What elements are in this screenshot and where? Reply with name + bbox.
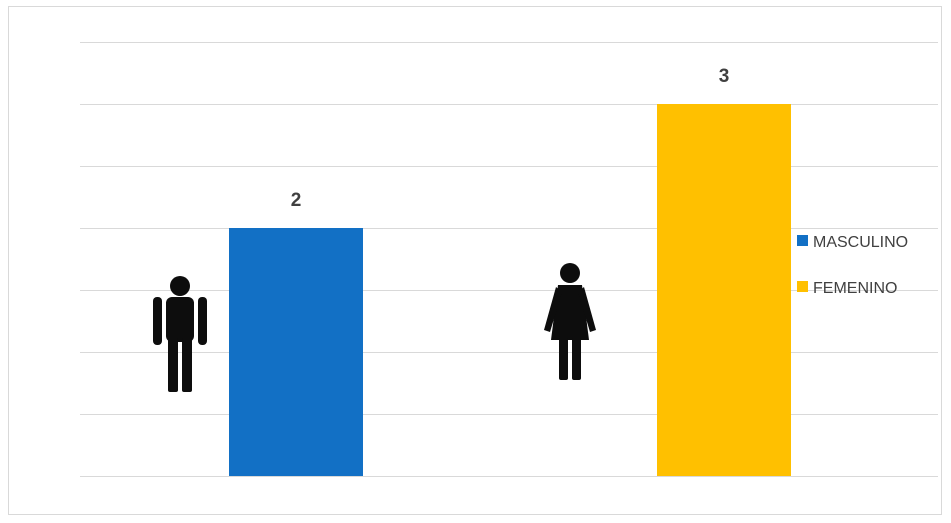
bar-masculino	[229, 228, 363, 476]
bars	[229, 104, 791, 476]
man-icon	[153, 276, 207, 392]
woman-icon	[544, 263, 596, 380]
bar-femenino	[657, 104, 791, 476]
legend-item-femenino: FEMENINO	[797, 280, 897, 297]
legend: MASCULINO FEMENINO	[797, 234, 908, 297]
legend-swatch-masculino	[797, 235, 808, 246]
data-label-femenino: 3	[719, 66, 730, 87]
data-label-masculino: 2	[291, 190, 302, 211]
gridlines	[80, 42, 938, 477]
legend-label-femenino: FEMENINO	[813, 280, 897, 297]
legend-swatch-femenino	[797, 281, 808, 292]
data-labels: 23	[291, 66, 730, 211]
legend-label-masculino: MASCULINO	[813, 234, 908, 251]
legend-item-masculino: MASCULINO	[797, 234, 908, 251]
